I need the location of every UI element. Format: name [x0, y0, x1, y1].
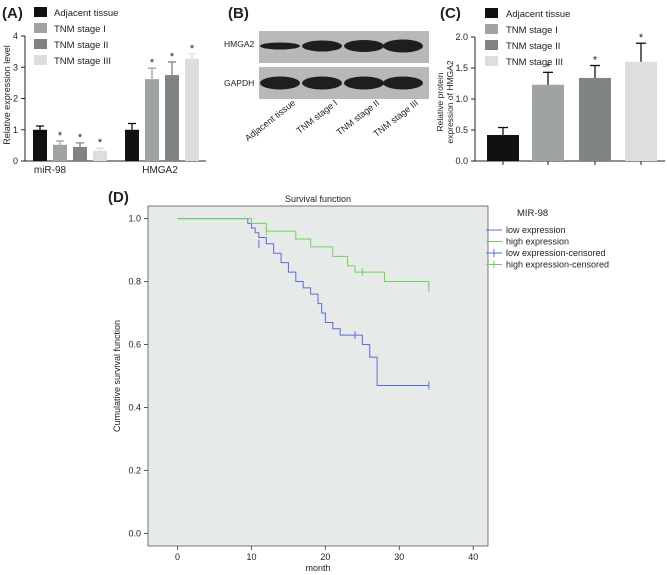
panel-c-legend-swatch-adjacent — [485, 8, 498, 18]
survival-xtick-label: 30 — [394, 552, 404, 562]
survival-plot-area — [147, 205, 489, 547]
panel-a-significance-star: * — [150, 57, 155, 69]
panel-a: (A) Relative expression level 0 1 2 3 4 * * * *… — [2, 5, 206, 176]
survival-legend-low: low expression — [506, 225, 566, 235]
blot-band-gapdh — [260, 76, 300, 90]
panel-c-legend-stage2: TNM stage II — [506, 41, 560, 52]
panel-c-label: (C) — [440, 5, 461, 22]
panel-a-legend-stage1: TNM stage I — [54, 24, 106, 35]
panel-c-ytick-label: 0.0 — [455, 156, 468, 166]
panel-a-ytick-label: 2 — [13, 94, 18, 104]
panel-d: (D) Survival function Cumulative surviva… — [108, 189, 609, 573]
panel-a-category-mir98: miR-98 — [34, 165, 67, 176]
survival-legend-low-censored: low expression-censored — [506, 248, 606, 258]
panel-c-legend-stage3: TNM stage III — [506, 57, 563, 68]
blot-band-hmga2 — [344, 40, 384, 52]
survival-ytick-label: 0.4 — [128, 402, 141, 412]
panel-c-legend-swatch-stage3 — [485, 56, 498, 66]
panel-c-ytick-label: 2.0 — [455, 32, 468, 42]
panel-a-legend-adjacent: Adjacent tissue — [54, 8, 118, 19]
panel-c-bar — [625, 61, 657, 161]
panel-c-bar — [487, 134, 519, 161]
panel-a-bar — [33, 129, 47, 161]
panel-c-legend-adjacent: Adjacent tissue — [506, 9, 570, 20]
blot-band-gapdh — [344, 76, 384, 90]
panel-a-ytick-label: 1 — [13, 125, 18, 135]
panel-a-legend-stage2: TNM stage II — [54, 40, 108, 51]
panel-a-significance-star: * — [170, 51, 175, 63]
blot-band-hmga2 — [302, 40, 342, 52]
panel-a-legend-stage3: TNM stage III — [54, 56, 111, 67]
blot-lane-label: TNM stage I — [294, 98, 339, 136]
panel-b-label: (B) — [228, 5, 249, 22]
panel-c-significance-star: * — [639, 32, 644, 44]
panel-a-significance-star: * — [190, 43, 195, 55]
panel-c-ytick-label: 1.5 — [455, 63, 468, 73]
survival-xlabel: month — [305, 563, 330, 573]
panel-a-ytick-label: 3 — [13, 62, 18, 72]
panel-a-bar — [185, 58, 199, 161]
blot-row-label-hmga2: HMGA2 — [224, 39, 255, 49]
survival-ytick-label: 0.6 — [128, 340, 141, 350]
panel-a-bar — [125, 129, 139, 161]
survival-ytick-label: 0.0 — [128, 528, 141, 538]
blot-row-label-gapdh: GAPDH — [224, 78, 254, 88]
survival-line-low-expression — [177, 218, 429, 386]
blot-band-hmga2 — [260, 42, 300, 50]
survival-line-high-expression — [177, 218, 430, 288]
blot-band-gapdh — [383, 76, 423, 90]
survival-xtick-label: 0 — [175, 552, 180, 562]
survival-ytick-label: 1.0 — [128, 214, 141, 224]
survival-xtick-label: 20 — [320, 552, 330, 562]
survival-ylabel: Cumulative survival function — [112, 320, 122, 432]
panel-c-ylabel-line2: expression of HMGA2 — [445, 60, 455, 143]
panel-a-significance-star: * — [58, 130, 63, 142]
panel-c-bar — [532, 84, 564, 161]
survival-ytick-label: 0.8 — [128, 277, 141, 287]
panel-a-bar — [93, 150, 107, 161]
panel-c-significance-star: * — [593, 55, 598, 67]
panel-a-bar — [73, 146, 87, 161]
survival-legend-title: MIR-98 — [517, 208, 548, 219]
panel-a-significance-star: * — [98, 137, 103, 149]
survival-title: Survival function — [285, 194, 351, 204]
survival-legend-high: high expression — [506, 237, 569, 247]
survival-xtick-label: 10 — [246, 552, 256, 562]
panel-d-label: (D) — [108, 189, 129, 206]
panel-c-legend-swatch-stage1 — [485, 24, 498, 34]
panel-c-ytick-label: 1.0 — [455, 94, 468, 104]
panel-a-legend-swatch-adjacent — [34, 7, 47, 17]
panel-c-ytick-label: 0.5 — [455, 125, 468, 135]
panel-a-ylabel: Relative expression level — [2, 45, 12, 145]
panel-a-bar — [53, 144, 67, 161]
panel-a-ytick-label: 4 — [13, 31, 18, 41]
panel-a-bar — [145, 79, 159, 161]
survival-legend-high-censored: high expression-censored — [506, 260, 609, 270]
panel-c-ylabel-line1: Relative protein — [435, 72, 445, 131]
panel-a-significance-star: * — [78, 132, 83, 144]
panel-a-category-hmga2: HMGA2 — [142, 165, 178, 176]
panel-a-ytick-label: 0 — [13, 156, 18, 166]
blot-lane-label: Adjacent tissue — [243, 98, 297, 143]
blot-band-gapdh — [302, 76, 342, 90]
panel-c-legend-swatch-stage2 — [485, 40, 498, 50]
panel-c-significance-star: * — [546, 61, 551, 73]
survival-xtick-label: 40 — [468, 552, 478, 562]
panel-c: (C) Relative protein expression of HMGA2… — [435, 5, 665, 166]
panel-c-bar — [579, 77, 611, 161]
panel-a-bar — [165, 75, 179, 161]
panel-a-legend-swatch-stage2 — [34, 39, 47, 49]
panel-a-legend-swatch-stage3 — [34, 55, 47, 65]
blot-band-hmga2 — [383, 39, 423, 53]
panel-c-legend-stage1: TNM stage I — [506, 25, 558, 36]
survival-ytick-label: 0.2 — [128, 465, 141, 475]
panel-a-legend-swatch-stage1 — [34, 23, 47, 33]
panel-a-label: (A) — [2, 5, 23, 22]
